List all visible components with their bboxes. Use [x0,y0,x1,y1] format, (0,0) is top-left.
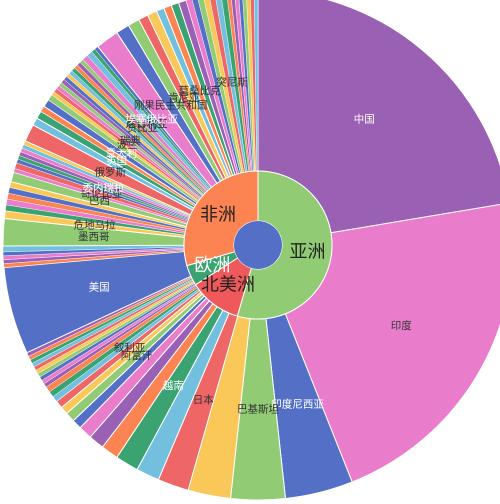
outer-label-埃塞俄比亚: 埃塞俄比亚 [125,112,178,125]
outer-label-尼日利亚: 尼日利亚 [125,118,167,130]
outer-label-越南: 越南 [163,379,184,392]
outer-label-日本: 日本 [193,393,214,406]
inner-label-北美洲: 北美洲 [201,274,255,295]
outer-label-委内瑞拉: 委内瑞拉 [83,181,125,194]
outer-label-美国: 美国 [89,281,110,294]
inner-label-非洲: 非洲 [200,204,236,225]
inner-ring [183,170,333,320]
outer-label-突尼斯: 突尼斯 [216,76,248,89]
outer-label-刚果民主共和国: 刚果民主共和国 [134,100,208,112]
outer-label-意大利: 意大利 [106,146,138,159]
outer-label-瑞典: 瑞典 [120,134,141,147]
outer-label-叙利亚: 叙利亚 [114,341,146,354]
outer-label-莫桑比克: 莫桑比克 [179,84,221,97]
outer-label-肯尼亚: 肯尼亚 [168,91,200,104]
outer-label-巴西: 巴西 [89,195,110,207]
outer-label-印度尼西亚: 印度尼西亚 [271,398,324,411]
outer-label-中国: 中国 [354,112,375,125]
outer-label-波兰: 波兰 [117,138,138,151]
outer-label-印度: 印度 [391,319,412,332]
outer-label-墨西哥: 墨西哥 [78,231,110,243]
outer-label-阿富汗: 阿富汗 [121,349,153,362]
center-circle [234,221,282,269]
outer-label-巴基斯坦: 巴基斯坦 [237,403,279,416]
outer-label-哥伦比亚: 哥伦比亚 [81,187,123,200]
outer-label-危地马拉: 危地马拉 [74,218,116,231]
inner-label-亚洲: 亚洲 [290,242,326,263]
outer-label-俄罗斯: 俄罗斯 [95,166,127,179]
outer-label-赞比亚: 赞比亚 [127,121,159,134]
inner-label-欧洲: 欧洲 [194,255,230,276]
outer-label-英国: 英国 [106,154,127,167]
